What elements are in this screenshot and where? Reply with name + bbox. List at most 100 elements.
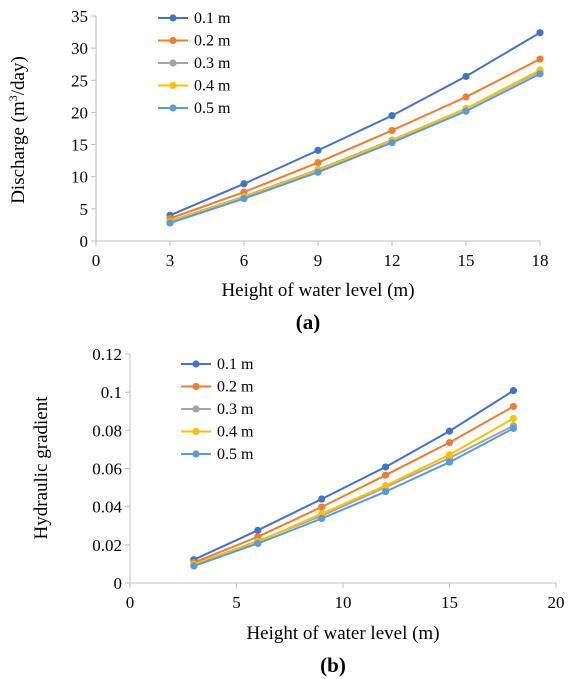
y-tick-label: 35 (71, 7, 88, 26)
legend-swatch-marker (169, 59, 177, 67)
data-point (388, 126, 396, 135)
series-line (169, 69, 541, 223)
legend-swatch-marker (169, 81, 177, 90)
data-point (382, 463, 390, 471)
data-point (445, 438, 454, 447)
x-tick-label: 20 (548, 593, 565, 612)
x-tick-label: 9 (314, 251, 323, 270)
y-tick-label: 0.12 (92, 345, 122, 364)
legend-swatch-marker (192, 405, 200, 413)
data-point (314, 168, 322, 176)
data-point (509, 424, 517, 433)
data-point (462, 107, 470, 115)
legend-swatch-marker (192, 427, 200, 436)
y-tick-label: 0.08 (92, 421, 122, 440)
data-point (240, 180, 248, 188)
legend-label: 0.1 m (217, 356, 254, 373)
legend-item: 0.1 m (181, 356, 254, 373)
y-tick-label: 15 (71, 136, 88, 155)
y-axis-title-tail: /day) (8, 56, 29, 95)
x-tick-label: 3 (166, 251, 175, 270)
legend-item: 0.4 m (158, 78, 231, 95)
chart-b: 0 5 10 15 20 0 0.02 0.04 0.06 0.08 0.1 0.12 Height o… (31, 345, 565, 677)
series-line (193, 389, 514, 561)
legend-label: 0.5 m (217, 446, 254, 463)
legend-label: 0.4 m (217, 424, 254, 441)
legend-swatch-marker (169, 14, 177, 22)
legend-item: 0.5 m (181, 446, 254, 463)
series-5 (166, 70, 544, 227)
y-axis-title-superscript: 3 (6, 95, 20, 101)
legend-swatch-marker (169, 36, 177, 45)
data-point (388, 139, 396, 147)
x-tick-label: 0 (126, 593, 135, 612)
legend-label: 0.2 m (217, 379, 254, 396)
x-tick-label: 10 (335, 593, 352, 612)
y-tick-label: 0.06 (92, 460, 122, 479)
data-point (509, 414, 517, 423)
y-axis-title-main: Discharge (m (8, 101, 29, 204)
legend-item: 0.5 m (158, 100, 231, 117)
y-axis-title: Discharge (m3/day) (6, 56, 29, 204)
data-point (240, 194, 248, 203)
data-point (314, 158, 322, 167)
x-tick-label: 5 (232, 593, 241, 612)
series-line (169, 31, 541, 217)
data-point (190, 562, 198, 570)
legend-swatch-marker (169, 104, 177, 112)
legend-label: 0.4 m (194, 78, 231, 95)
legend-item: 0.2 m (181, 379, 254, 396)
y-tick-label: 25 (71, 71, 88, 90)
x-axis-title: Height of water level (m) (221, 280, 414, 301)
data-point (318, 514, 326, 523)
y-tick-label: 10 (71, 168, 88, 187)
series-5 (190, 424, 517, 570)
data-point (445, 451, 454, 459)
data-point (166, 219, 174, 227)
legend-label: 0.3 m (194, 55, 231, 72)
x-tick-label: 15 (458, 251, 475, 270)
chart-a: 0 3 6 9 12 15 18 0 5 10 15 20 25 30 35 Height of water … (6, 7, 549, 334)
legend-label: 0.1 m (194, 10, 231, 27)
y-tick-label: 0.02 (92, 536, 122, 555)
data-point (314, 146, 322, 154)
x-tick-label: 15 (441, 593, 458, 612)
series-1 (166, 29, 544, 219)
y-axis-title: Hydraulic gradient (31, 396, 52, 540)
legend-item: 0.4 m (181, 424, 254, 441)
legend: 0.1 m 0.2 m 0.3 m 0.4 m 0.5 m (181, 356, 254, 463)
legend-swatch-marker (192, 450, 200, 458)
legend-label: 0.5 m (194, 100, 231, 117)
data-point (509, 402, 517, 411)
series-line (193, 405, 514, 564)
x-tick-label: 0 (92, 251, 101, 270)
data-point (445, 458, 454, 466)
legend-item: 0.3 m (158, 55, 231, 72)
panel-label: (b) (320, 653, 346, 677)
legend-item: 0.1 m (158, 10, 231, 27)
data-point (254, 539, 262, 548)
data-point (382, 482, 390, 490)
legend-item: 0.3 m (181, 401, 254, 418)
y-tick-label: 20 (71, 103, 88, 122)
legend-swatch-marker (192, 382, 200, 391)
data-point (462, 72, 470, 81)
y-tick-label: 30 (71, 39, 88, 58)
data-point (382, 471, 390, 479)
panel-label: (a) (296, 310, 321, 334)
legend-item: 0.2 m (158, 33, 231, 50)
series-line (193, 427, 514, 567)
x-tick-label: 6 (240, 251, 249, 270)
y-tick-label: 0 (114, 574, 123, 593)
data-point (254, 526, 262, 534)
data-point (462, 93, 470, 101)
legend: 0.1 m 0.2 m 0.3 m 0.4 m 0.5 m (158, 10, 231, 117)
data-point (536, 55, 544, 63)
x-tick-label: 18 (532, 251, 549, 270)
legend-label: 0.3 m (217, 401, 254, 418)
y-axis-title-main: Hydraulic gradient (31, 396, 52, 540)
y-tick-label: 0.04 (92, 498, 122, 517)
y-tick-label: 0.1 (101, 383, 122, 402)
data-point (509, 387, 517, 395)
